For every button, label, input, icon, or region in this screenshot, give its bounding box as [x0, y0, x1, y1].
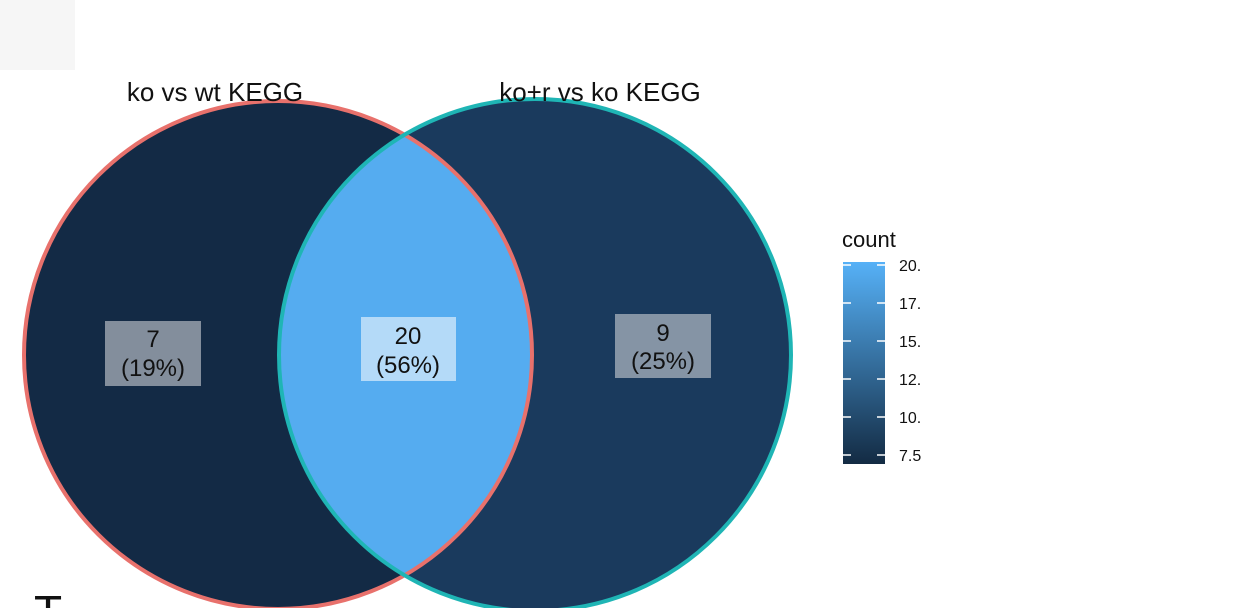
region-count-right: 9: [656, 320, 669, 347]
region-percent-right: (25%): [631, 348, 695, 375]
region-percent-intersection: (56%): [376, 352, 440, 379]
legend-tick-label: 12.: [899, 372, 921, 389]
region-percent-left: (19%): [121, 355, 185, 382]
set-outline-right: [277, 97, 793, 608]
legend-tick-label: 10.: [899, 410, 921, 427]
region-count-left: 7: [146, 326, 159, 353]
legend-title: count: [842, 227, 896, 252]
legend-tick-label: 7.5: [899, 448, 921, 465]
region-intersection: [279, 101, 532, 608]
set-title-left: ko vs wt KEGG: [127, 77, 303, 107]
label-box-intersection: [361, 317, 456, 381]
set-outline-left: [22, 99, 534, 608]
background-smudge: [0, 0, 75, 70]
label-box-right: [615, 314, 711, 378]
region-count-intersection: 20: [395, 323, 422, 350]
bottom-fragment: T: [34, 586, 62, 608]
legend-tick-label: 17.: [899, 296, 921, 313]
label-box-left: [105, 321, 201, 386]
legend-tick-label: 20.: [899, 258, 921, 275]
legend-tick-label: 15.: [899, 334, 921, 351]
legend-colorbar: [843, 262, 885, 464]
set-title-right: ko+r vs ko KEGG: [499, 77, 701, 107]
legend-ticks: 20. 17. 15. 12. 10. 7.5: [843, 258, 921, 465]
